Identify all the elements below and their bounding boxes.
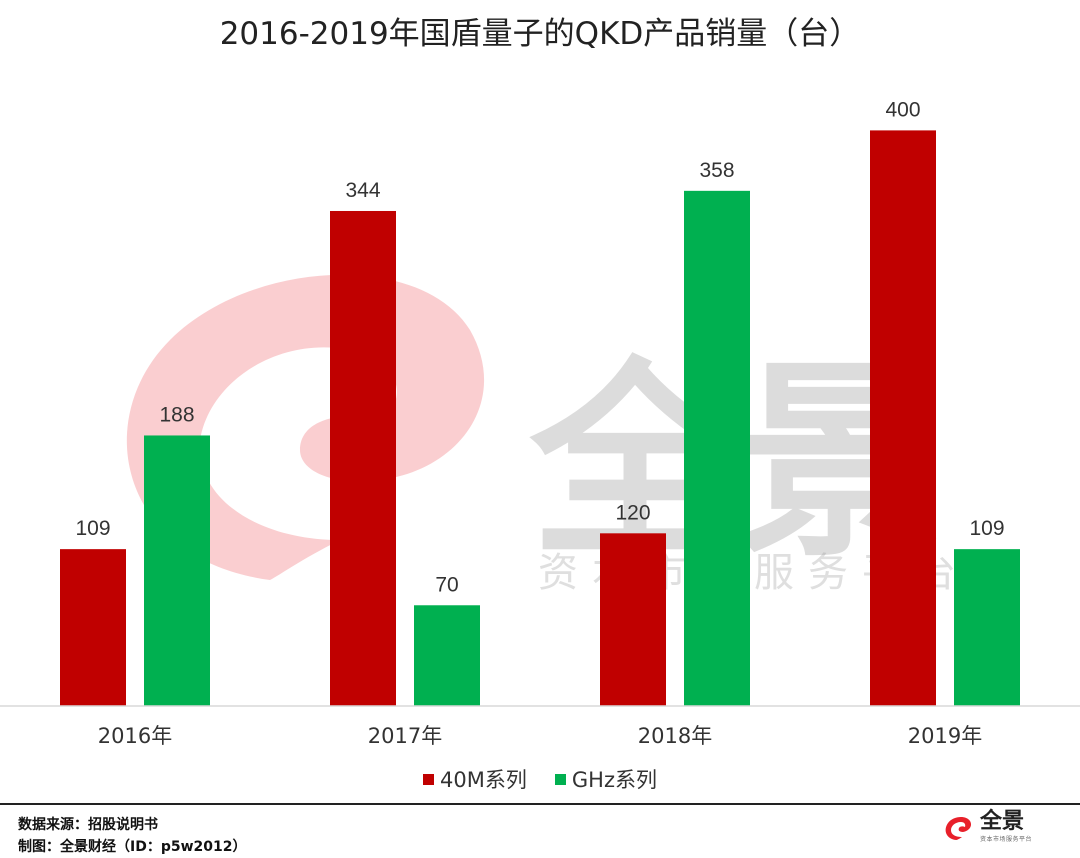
- x-tick-label-2: 2018年: [638, 724, 712, 748]
- legend-swatch-ghz: [554, 773, 566, 785]
- legend-item-40m: 40M系列: [423, 764, 527, 794]
- data-label-40m-3: 400: [885, 98, 920, 121]
- data-label-ghz-3: 109: [969, 517, 1004, 540]
- bar-40m-1: [330, 210, 396, 706]
- bar-ghz-1: [414, 605, 480, 706]
- bar-40m-3: [870, 130, 936, 706]
- data-label-ghz-1: 70: [435, 573, 458, 596]
- legend-label-ghz: GHz系列: [571, 768, 657, 792]
- legend-label-40m: 40M系列: [440, 768, 527, 792]
- legend-swatch-40m: [423, 773, 435, 785]
- data-label-ghz-2: 358: [699, 159, 734, 182]
- chart-credit: 制图：全景财经（ID：p5w2012）: [18, 839, 247, 855]
- bar-ghz-2: [684, 190, 750, 706]
- bar-ghz-3: [954, 549, 1020, 706]
- data-label-40m-1: 344: [345, 179, 380, 202]
- footer-divider: [0, 803, 1080, 805]
- brand-name: 全景: [979, 809, 1024, 834]
- brand-logo: 全景 资本市场服务平台: [942, 810, 1032, 843]
- bar-ghz-0: [144, 435, 210, 706]
- data-label-40m-2: 120: [615, 501, 650, 524]
- x-tick-label-0: 2016年: [98, 724, 172, 748]
- brand-swirl-icon: [945, 816, 972, 840]
- x-tick-label-1: 2017年: [368, 724, 442, 748]
- data-label-ghz-0: 188: [159, 403, 194, 426]
- footer: 数据来源：招股说明书 制图：全景财经（ID：p5w2012）: [18, 814, 247, 858]
- data-source: 数据来源：招股说明书: [18, 817, 158, 833]
- data-label-40m-0: 109: [75, 517, 110, 540]
- legend-item-ghz: GHz系列: [554, 764, 657, 794]
- bar-40m-2: [600, 533, 666, 706]
- brand-tagline: 资本市场服务平台: [979, 836, 1032, 843]
- x-tick-label-3: 2019年: [908, 724, 982, 748]
- chart-title: 2016-2019年国盾量子的QKD产品销量（台）: [219, 16, 861, 52]
- legend: 40M系列 GHz系列: [0, 764, 1080, 794]
- bar-40m-0: [60, 549, 126, 706]
